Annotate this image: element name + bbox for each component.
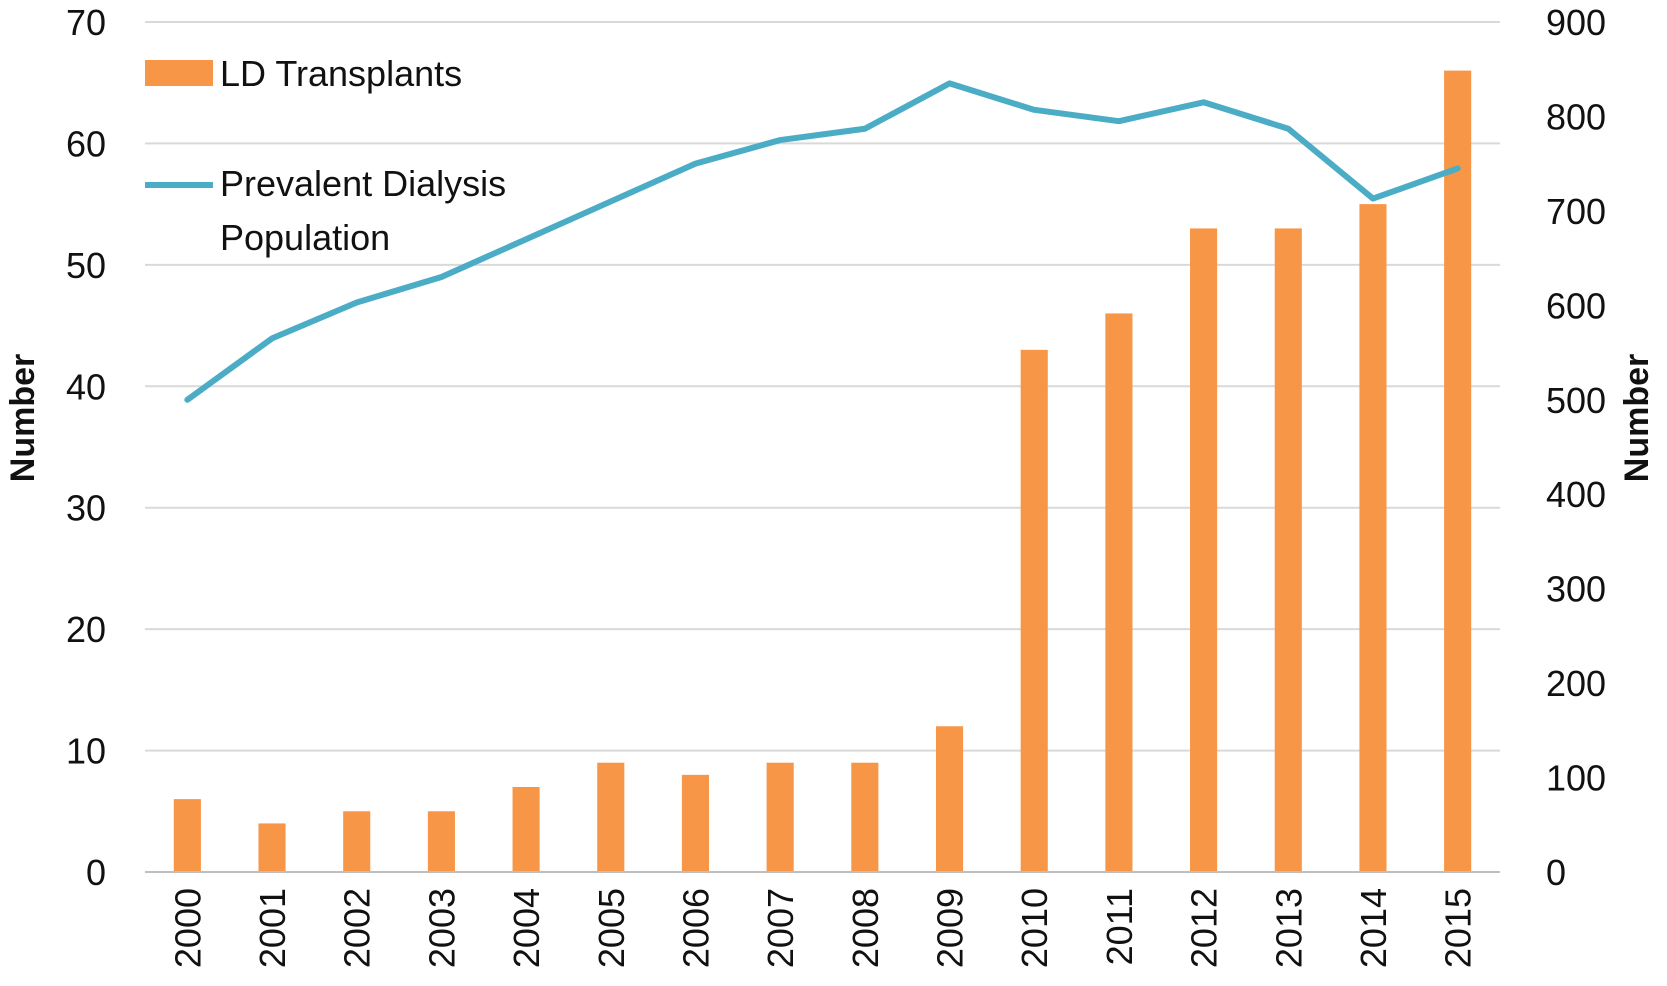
x-tick-label: 2011	[1099, 888, 1140, 965]
dialysis-line	[184, 80, 1461, 403]
bar	[851, 762, 879, 872]
line-point	[1287, 128, 1289, 130]
bar	[173, 799, 201, 872]
line-point	[525, 238, 527, 240]
legend-label-ld-transplants: LD Transplants	[220, 53, 462, 94]
gridlines	[145, 21, 1500, 752]
x-tick-label: 2015	[1438, 888, 1479, 968]
bar	[512, 787, 540, 872]
x-tick-label: 2000	[167, 888, 208, 968]
line-point	[271, 337, 273, 339]
left-tick-label: 0	[86, 852, 106, 893]
right-axis-ticks: 0 100 200 300 400 500 600 700 800 900	[1546, 2, 1606, 893]
x-tick-label: 2001	[252, 888, 293, 968]
line-point	[1033, 109, 1035, 111]
x-tick-label: 2007	[760, 888, 801, 968]
x-tick-label: 2014	[1353, 888, 1394, 968]
x-tick-label: 2010	[1014, 888, 1055, 968]
right-tick-label: 400	[1546, 474, 1606, 515]
legend-bar-swatch	[145, 60, 213, 86]
right-tick-label: 800	[1546, 96, 1606, 137]
left-tick-label: 10	[66, 731, 106, 772]
x-tick-label: 2004	[506, 888, 547, 968]
right-tick-label: 100	[1546, 758, 1606, 799]
right-tick-label: 600	[1546, 285, 1606, 326]
right-tick-label: 0	[1546, 852, 1566, 893]
right-tick-label: 900	[1546, 2, 1606, 43]
x-axis-ticks: 2000 2001 2002 2003 2004 2005 2006 2007 2008 2009…	[167, 888, 1478, 968]
bar	[258, 823, 286, 872]
legend-label-dialysis-line1: Prevalent Dialysis	[220, 163, 506, 204]
x-tick-label: 2008	[845, 888, 886, 968]
bar	[343, 811, 371, 872]
line-point	[440, 276, 442, 278]
x-tick-label: 2012	[1184, 888, 1225, 968]
left-axis-ticks: 0 10 20 30 40 50 60 70	[66, 2, 106, 893]
bar	[766, 762, 794, 872]
left-tick-label: 50	[66, 245, 106, 286]
legend: LD Transplants Prevalent Dialysis Popula…	[145, 53, 506, 258]
bar	[1444, 70, 1472, 873]
line-series-prevalent-dialysis	[184, 80, 1461, 403]
bar	[1105, 313, 1133, 872]
right-tick-label: 200	[1546, 663, 1606, 704]
bar	[681, 774, 710, 872]
right-axis-title: Number	[1618, 354, 1656, 482]
line-point	[1118, 120, 1120, 122]
right-tick-label: 300	[1546, 569, 1606, 610]
left-tick-label: 30	[66, 488, 106, 529]
bar	[1190, 228, 1218, 872]
bar	[1359, 204, 1387, 873]
line-point	[1372, 198, 1374, 200]
x-tick-label: 2013	[1268, 888, 1309, 968]
line-point	[949, 82, 951, 84]
bar	[597, 762, 625, 872]
bar-series-ld-transplants	[173, 70, 1472, 873]
bar	[1020, 349, 1048, 872]
x-tick-label: 2005	[591, 888, 632, 968]
line-point	[1457, 167, 1459, 169]
line-point	[779, 139, 781, 141]
left-tick-label: 20	[66, 609, 106, 650]
bar	[1274, 228, 1302, 872]
line-point	[694, 163, 696, 165]
line-point	[610, 200, 612, 202]
line-point	[356, 302, 358, 303]
bar	[427, 811, 455, 872]
left-tick-label: 60	[66, 123, 106, 164]
x-tick-label: 2009	[930, 888, 971, 968]
line-point	[1203, 101, 1205, 103]
line-point	[864, 128, 866, 130]
legend-label-dialysis-line2: Population	[220, 217, 390, 258]
right-tick-label: 700	[1546, 191, 1606, 232]
x-tick-label: 2003	[421, 888, 462, 968]
right-tick-label: 500	[1546, 380, 1606, 421]
left-tick-label: 40	[66, 366, 106, 407]
x-tick-label: 2002	[337, 888, 378, 968]
left-tick-label: 70	[66, 2, 106, 43]
left-axis-title: Number	[4, 354, 42, 482]
bar	[935, 726, 964, 872]
x-tick-label: 2006	[675, 888, 716, 968]
line-point	[186, 399, 188, 401]
